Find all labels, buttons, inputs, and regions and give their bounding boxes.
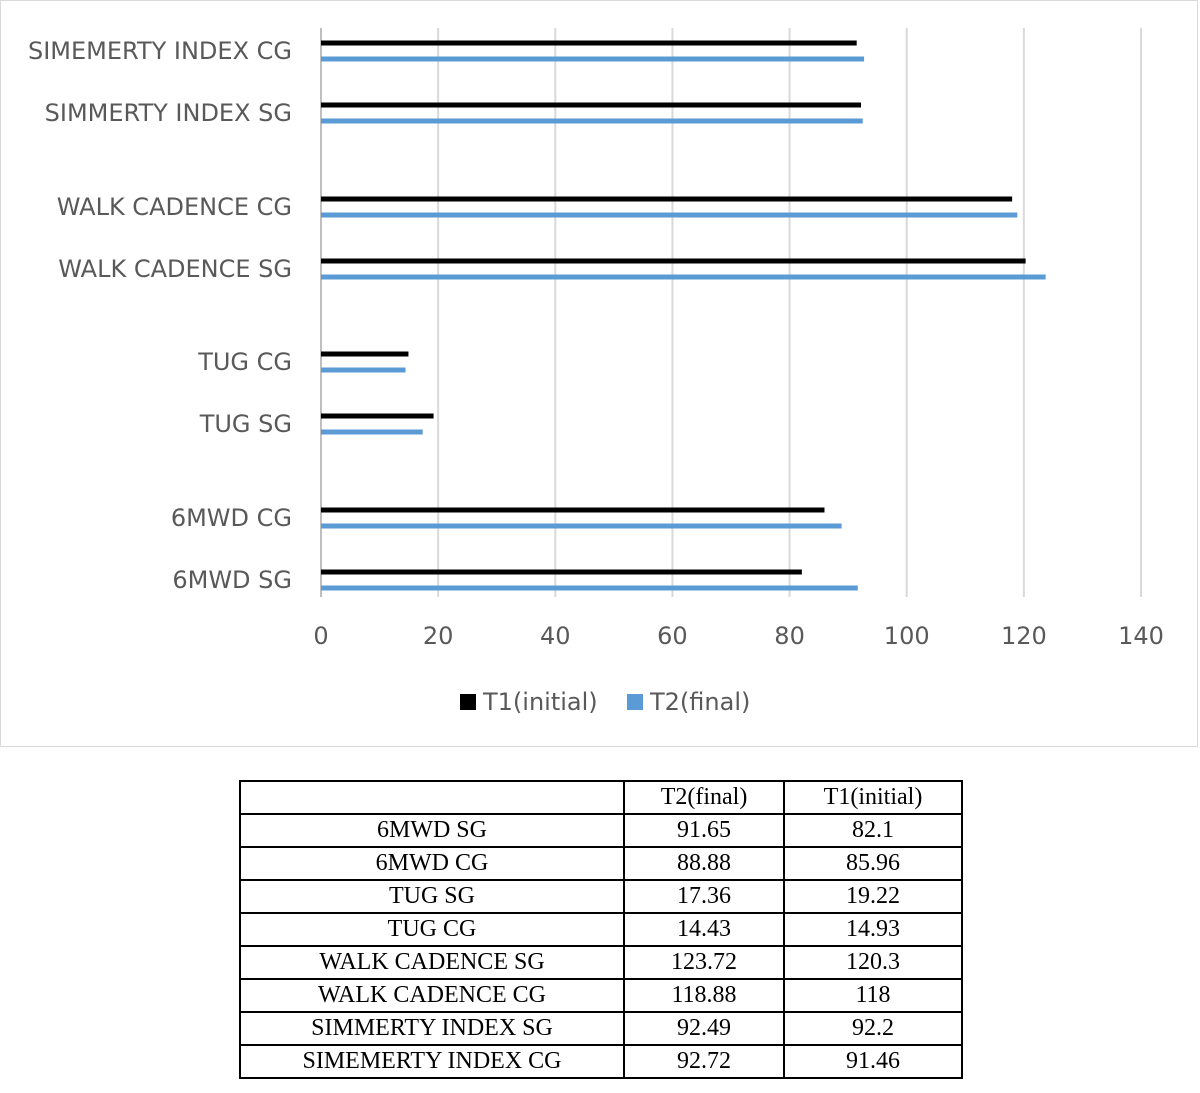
table-cell: 118 (783, 978, 963, 1013)
table-row: SIMEMERTY INDEX CG 92.72 91.46 (239, 1044, 963, 1079)
bar-t1 (321, 102, 862, 108)
x-tick-label: 100 (884, 622, 930, 650)
x-tick-label: 20 (423, 622, 454, 650)
bar-t1 (321, 258, 1026, 264)
category-label: 6MWD SG (172, 566, 292, 594)
table-cell: 82.1 (783, 813, 963, 848)
bar-chart: 6MWD SG 6MWD CG TUG SG TUG CG WALK CADENCE S… (28, 28, 1164, 716)
table-row-label: TUG CG (239, 912, 625, 947)
table-row: WALK CADENCE SG 123.72 120.3 (239, 945, 963, 980)
table-cell: 85.96 (783, 846, 963, 881)
bar-t1 (321, 569, 802, 575)
bar-t2 (321, 585, 858, 591)
bar-t2 (321, 212, 1018, 218)
table-row: TUG CG 14.43 14.93 (239, 912, 963, 947)
table-cell: 91.65 (623, 813, 785, 848)
legend-label-t1: T1(initial) (482, 688, 598, 716)
x-tick-label: 140 (1118, 622, 1164, 650)
legend-swatch-t1 (460, 694, 476, 710)
category-label: WALK CADENCE SG (58, 255, 292, 283)
table-cell: 123.72 (623, 945, 785, 980)
table-row-label: 6MWD CG (239, 846, 625, 881)
category-label: TUG CG (197, 348, 292, 376)
table-cell: 92.72 (623, 1044, 785, 1079)
table-cell: 92.2 (783, 1011, 963, 1046)
legend-label-t2: T2(final) (649, 688, 750, 716)
table-body: 6MWD SG 91.65 82.1 6MWD CG 88.88 85.96 TUG SG 1… (239, 813, 963, 1079)
bar-t2 (321, 367, 406, 373)
bar-t2 (321, 274, 1046, 280)
table-cell: 19.22 (783, 879, 963, 914)
table-cell: 88.88 (623, 846, 785, 881)
table-row: SIMMERTY INDEX SG 92.49 92.2 (239, 1011, 963, 1046)
table-header-cell: T2(final) (623, 780, 785, 815)
table-cell: 118.88 (623, 978, 785, 1013)
table-row-label: SIMEMERTY INDEX CG (239, 1044, 625, 1079)
x-tick-label: 60 (657, 622, 688, 650)
category-labels: 6MWD SG 6MWD CG TUG SG TUG CG WALK CADENCE S… (28, 37, 292, 594)
table-cell: 17.36 (623, 879, 785, 914)
bar-t2 (321, 56, 865, 62)
category-label: TUG SG (199, 410, 292, 438)
table-header-row: T2(final) T1(initial) (239, 780, 963, 815)
data-table: T2(final) T1(initial) 6MWD SG 91.65 82.1 6MW… (239, 780, 963, 1079)
table-cell: 91.46 (783, 1044, 963, 1079)
bar-t1 (321, 40, 857, 46)
table-row-label: SIMMERTY INDEX SG (239, 1011, 625, 1046)
table-cell: 92.49 (623, 1011, 785, 1046)
table-header-cell (239, 780, 625, 815)
bars (321, 40, 1046, 591)
x-tick-label: 40 (540, 622, 571, 650)
chart-frame (0, 0, 1198, 747)
category-label: 6MWD CG (171, 504, 292, 532)
legend: T1(initial) T2(final) (460, 688, 750, 716)
table-header-cell: T1(initial) (783, 780, 963, 815)
x-tick-label: 120 (1001, 622, 1047, 650)
table-cell: 120.3 (783, 945, 963, 980)
table-row: 6MWD SG 91.65 82.1 (239, 813, 963, 848)
table-cell: 14.93 (783, 912, 963, 947)
category-label: WALK CADENCE CG (57, 193, 292, 221)
table-row-label: 6MWD SG (239, 813, 625, 848)
x-tick-label: 80 (774, 622, 805, 650)
table-header: T2(final) T1(initial) (239, 780, 963, 815)
bar-t1 (321, 507, 825, 513)
x-tick-labels: 0 20 40 60 80 100 120 140 (313, 622, 1164, 650)
bar-t1 (321, 413, 434, 419)
table-row: 6MWD CG 88.88 85.96 (239, 846, 963, 881)
table-cell: 14.43 (623, 912, 785, 947)
table-row-label: WALK CADENCE SG (239, 945, 625, 980)
category-label: SIMEMERTY INDEX CG (28, 37, 292, 65)
table-row: TUG SG 17.36 19.22 (239, 879, 963, 914)
table-row: WALK CADENCE CG 118.88 118 (239, 978, 963, 1013)
category-label: SIMMERTY INDEX SG (45, 99, 292, 127)
bar-t2 (321, 118, 863, 124)
bar-t2 (321, 429, 423, 435)
bar-t2 (321, 523, 842, 529)
bar-t1 (321, 196, 1013, 202)
legend-swatch-t2 (627, 694, 643, 710)
table-row-label: TUG SG (239, 879, 625, 914)
table-row-label: WALK CADENCE CG (239, 978, 625, 1013)
x-tick-label: 0 (313, 622, 328, 650)
bar-t1 (321, 351, 409, 357)
